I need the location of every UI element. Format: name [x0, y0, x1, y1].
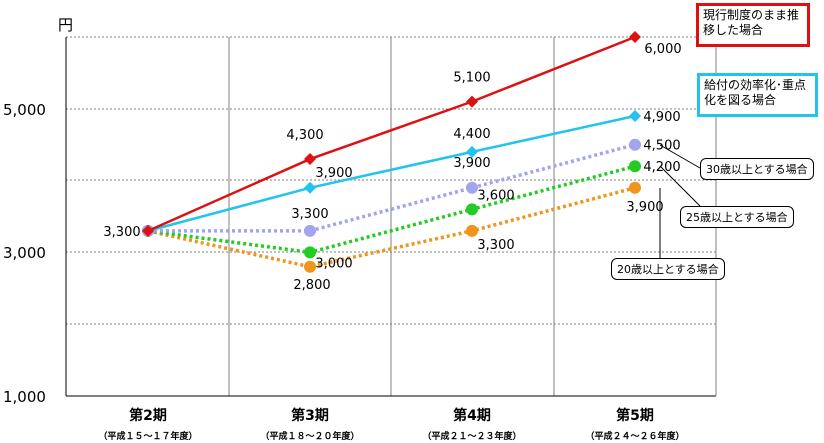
y-tick-label-5000: 5,000 [3, 101, 46, 119]
data-point-efficiency-5 [629, 109, 641, 122]
legend-efficiency: 給付の効率化･重点化を図る場合 [697, 73, 818, 117]
x-tick-sublabel-period-2: （平成１５～１７年度） [98, 430, 197, 442]
data-point-20-years-3 [304, 260, 316, 273]
x-tick-label-period-4: 第4期 [453, 407, 491, 424]
data-label-efficiency-5: 4,900 [643, 110, 680, 125]
y-axis-unit: 円 [58, 16, 73, 34]
legend-current-system-label: 現行制度のまま推移した場合 [703, 8, 800, 37]
data-label-current-system-4: 5,100 [453, 71, 490, 86]
data-point-20-years-5 [629, 181, 641, 194]
data-point-25-years-4 [466, 203, 478, 216]
data-label-30-years-4: 3,900 [453, 156, 490, 171]
data-label-efficiency-4: 4,400 [453, 127, 490, 142]
x-tick-label-period-2: 第2期 [129, 407, 167, 424]
series-layer [142, 31, 641, 273]
x-tick-label-period-3: 第3期 [291, 407, 329, 424]
data-point-30-years-5 [629, 138, 641, 151]
data-label-current-system-2: 3,300 [103, 225, 140, 240]
data-point-20-years-4 [466, 224, 478, 237]
data-point-current-system-4 [466, 95, 478, 108]
callout-30-years: 30歳以上とする場合 [700, 158, 814, 180]
data-point-25-years-5 [629, 160, 641, 173]
data-point-current-system-2 [142, 224, 154, 237]
data-label-30-years-5: 4,500 [643, 139, 680, 154]
data-label-30-years-3: 3,300 [291, 207, 328, 222]
callout-25-years-label: 25歳以上とする場合 [686, 211, 788, 224]
data-point-30-years-4 [466, 181, 478, 194]
data-point-efficiency-3 [304, 181, 316, 194]
series-line-25-years [147, 164, 636, 255]
callout-25-years: 25歳以上とする場合 [680, 206, 794, 228]
series-line-20-years [147, 186, 636, 269]
x-tick-sublabel-period-4: （平成２１～２３年度） [422, 430, 521, 442]
data-label-25-years-5: 4,200 [643, 160, 680, 175]
data-point-25-years-3 [304, 246, 316, 259]
callout-20-years-label: 20歳以上とする場合 [617, 263, 719, 276]
legend-current-system: 現行制度のまま推移した場合 [696, 3, 810, 47]
data-label-20-years-3: 2,800 [293, 278, 330, 293]
legend-efficiency-label: 給付の効率化･重点化を図る場合 [704, 78, 807, 107]
data-label-layer: 2,800 3,300 3,900 3,000 3,600 4,200 3,300 3,900… [103, 42, 681, 293]
series-line-efficiency [147, 114, 636, 233]
data-label-current-system-5: 6,000 [644, 42, 681, 57]
data-point-efficiency-4 [466, 145, 478, 158]
y-tick-label-3000: 3,000 [3, 244, 46, 262]
y-tick-label-1000: 1,000 [3, 388, 46, 406]
data-point-current-system-3 [304, 153, 316, 166]
data-point-30-years-3 [304, 224, 316, 237]
data-label-current-system-3: 4,300 [286, 128, 323, 143]
callout-pointer-25 [659, 165, 701, 207]
series-line-30-years [148, 143, 636, 233]
data-label-25-years-4: 3,600 [477, 188, 514, 203]
data-label-25-years-3: 3,000 [315, 256, 352, 271]
callout-20-years: 20歳以上とする場合 [611, 258, 725, 280]
data-label-20-years-4: 3,300 [477, 238, 514, 253]
callout-30-years-label: 30歳以上とする場合 [706, 163, 808, 176]
data-label-20-years-5: 3,900 [626, 200, 663, 215]
x-tick-sublabel-period-3: （平成１８～２０年度） [260, 430, 359, 442]
series-line-current-system [147, 35, 636, 233]
data-point-current-system-5 [629, 31, 641, 43]
data-label-efficiency-3: 3,900 [315, 166, 352, 181]
x-tick-sublabel-period-5: （平成２４～２６年度） [585, 430, 684, 442]
x-tick-label-period-5: 第5期 [616, 407, 654, 424]
callout-pointer-30 [659, 144, 701, 169]
